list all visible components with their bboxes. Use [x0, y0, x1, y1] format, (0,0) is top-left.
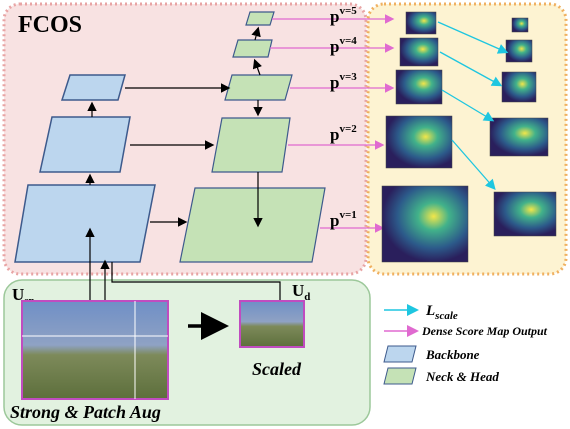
- neck-head: [179, 11, 326, 263]
- backbone: [14, 74, 156, 263]
- level-label: p: [330, 125, 339, 144]
- level-label: p: [330, 7, 339, 26]
- scale-arrows: [437, 21, 509, 190]
- svg-text:pv=1: pv=1: [330, 209, 357, 230]
- label-base: U: [12, 285, 24, 304]
- level-label: p: [330, 211, 339, 230]
- label-sub: scale: [434, 310, 458, 322]
- level-label: p: [330, 73, 339, 92]
- level-sup: v=2: [339, 123, 357, 135]
- scaled-label: Ud: [292, 281, 310, 303]
- arrows: [85, 26, 281, 300]
- legend-neck-icon: [383, 367, 417, 385]
- level-label: p: [330, 37, 339, 56]
- label-base: U: [292, 281, 304, 300]
- level-labels: pv=5 pv=4 pv=3 pv=2 pv=1: [330, 5, 357, 230]
- score-arrows: [270, 14, 395, 233]
- strong-caption: Strong & Patch Aug: [10, 402, 161, 422]
- label-base: L: [425, 303, 435, 319]
- legend-neck: Neck & Head: [425, 369, 499, 384]
- level-sup: v=5: [339, 5, 357, 17]
- svg-text:pv=5: pv=5: [330, 5, 357, 26]
- legend-scale: Lscale: [425, 303, 458, 322]
- svg-text:pv=3: pv=3: [330, 71, 357, 92]
- level-sup: v=3: [339, 71, 357, 83]
- label-sub: d: [304, 291, 310, 303]
- legend-backbone-icon: [383, 345, 417, 363]
- scaled-image: [239, 300, 305, 348]
- svg-text:pv=4: pv=4: [330, 35, 357, 56]
- scaled-caption: Scaled: [252, 359, 302, 379]
- level-sup: v=1: [339, 209, 356, 221]
- level-sup: v=4: [339, 35, 357, 47]
- strong-image: [21, 300, 169, 400]
- legend-backbone: Backbone: [425, 347, 480, 362]
- svg-text:pv=2: pv=2: [330, 123, 357, 144]
- legend-dense: Dense Score Map Output: [421, 324, 548, 338]
- title: FCOS: [18, 12, 82, 38]
- score-maps: [381, 11, 557, 263]
